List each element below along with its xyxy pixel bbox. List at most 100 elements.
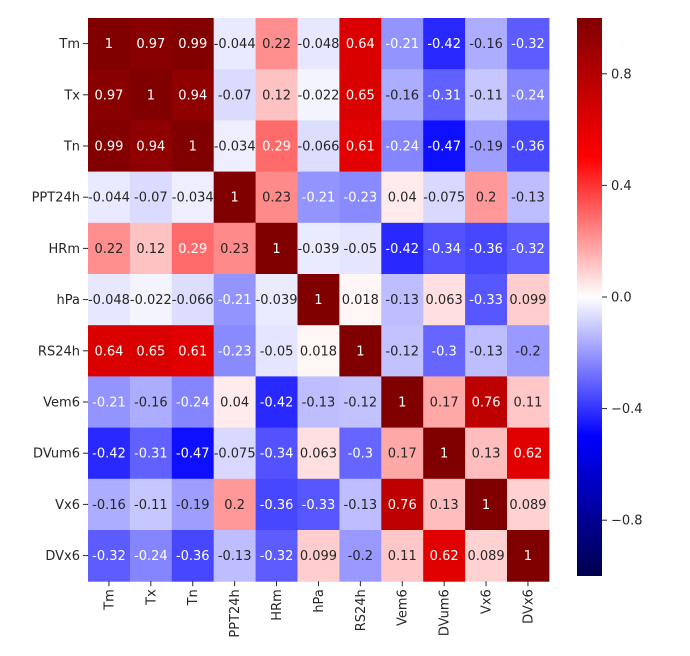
cell-value-label: 0.089 xyxy=(509,498,546,513)
heatmap-cell-RS24h-Tm xyxy=(88,325,131,377)
heatmap-cell-Tn-DVx6 xyxy=(507,120,550,173)
cell-value-label: -0.36 xyxy=(260,498,294,513)
cell-value-label: -0.075 xyxy=(214,447,256,462)
cell-value-label: 0.29 xyxy=(262,140,291,155)
heatmap-cell-RS24h-Vx6 xyxy=(465,325,508,377)
heatmap-cell-PPT24h-PPT24h xyxy=(213,171,257,224)
heatmap-cell-PPT24h-DVum6 xyxy=(423,171,466,224)
heatmap-cell-DVum6-Tx xyxy=(129,427,173,480)
cell-value-label: -0.13 xyxy=(469,344,503,359)
cell-value-label: -0.24 xyxy=(385,140,419,155)
heatmap-cell-Tn-DVum6 xyxy=(423,120,466,173)
cell-value-label: -0.24 xyxy=(134,549,168,564)
colorbar-ticks: 0.8 0.4 0.0 −0.4 −0.8 xyxy=(602,67,643,529)
cell-value-label: -0.075 xyxy=(423,191,465,206)
heatmap-cell-Tx-Tm xyxy=(88,69,131,121)
cell-value-label: -0.2 xyxy=(515,344,540,359)
heatmap-cell-DVum6-PPT24h xyxy=(213,427,257,480)
y-tick-label-DVum6: DVum6 xyxy=(33,447,80,462)
cell-value-label: -0.23 xyxy=(218,344,252,359)
cell-value-label: 1 xyxy=(314,293,322,308)
cell-value-label: -0.47 xyxy=(176,447,210,462)
heatmap-cell-Tn-Tm xyxy=(88,120,131,173)
heatmap-cell-RS24h-Tn xyxy=(171,325,215,377)
heatmap-cell-HRm-PPT24h xyxy=(213,222,257,275)
cell-value-label: 0.97 xyxy=(94,88,123,103)
heatmap-cell-Tm-Tn xyxy=(171,18,215,70)
heatmap-cell-RS24h-DVum6 xyxy=(423,325,466,377)
heatmap-cell-Vem6-hPa xyxy=(297,376,340,429)
cell-value-label: -0.16 xyxy=(134,396,168,411)
heatmap-cell-RS24h-HRm xyxy=(255,325,298,377)
heatmap-cell-DVum6-HRm xyxy=(255,427,298,480)
heatmap-cells xyxy=(88,18,550,582)
cell-value-label: -0.36 xyxy=(176,549,210,564)
cell-value-label: -0.32 xyxy=(260,549,294,564)
heatmap-cell-HRm-Vem6 xyxy=(381,222,424,275)
cell-value-label: 0.99 xyxy=(178,37,207,52)
heatmap-cell-Tx-PPT24h xyxy=(213,69,257,121)
cell-value-label: -0.12 xyxy=(344,396,378,411)
cell-value-label: -0.32 xyxy=(511,242,545,257)
cell-value-label: -0.33 xyxy=(469,293,503,308)
cell-value-label: -0.11 xyxy=(469,88,503,103)
heatmap-cell-DVum6-RS24h xyxy=(339,427,382,480)
heatmap-cell-hPa-Vx6 xyxy=(465,274,508,326)
heatmap-cell-hPa-PPT24h xyxy=(213,274,257,326)
cell-value-label: 0.62 xyxy=(430,549,459,564)
heatmap-cell-Tx-hPa xyxy=(297,69,340,121)
cell-value-label: 0.65 xyxy=(136,344,165,359)
cell-value-label: -0.42 xyxy=(427,37,461,52)
heatmap-cell-DVum6-Vx6 xyxy=(465,427,508,480)
heatmap-cell-DVx6-Tm xyxy=(88,530,131,582)
heatmap-cell-DVx6-Tx xyxy=(129,530,173,582)
heatmap-cell-Tx-HRm xyxy=(255,69,298,121)
heatmap-cell-Tm-DVx6 xyxy=(507,18,550,70)
heatmap-cell-RS24h-hPa xyxy=(297,325,340,377)
heatmap-cell-Tn-RS24h xyxy=(339,120,382,173)
cell-value-label: 0.11 xyxy=(388,549,417,564)
y-tick-label-Tn: Tn xyxy=(63,140,80,155)
heatmap-cell-hPa-hPa xyxy=(297,274,340,326)
cell-value-label: 0.61 xyxy=(178,344,207,359)
heatmap-cell-DVx6-DVx6 xyxy=(507,530,550,582)
y-tick-label-PPT24h: PPT24h xyxy=(32,191,80,206)
heatmap-cell-Tn-Vx6 xyxy=(465,120,508,173)
heatmap-cell-PPT24h-HRm xyxy=(255,171,298,224)
colorbar-gradient xyxy=(577,18,602,576)
x-tick-label-Tm: Tm xyxy=(102,589,117,611)
x-tick-label-PPT24h: PPT24h xyxy=(228,589,243,637)
cell-value-label: -0.31 xyxy=(427,88,461,103)
cell-value-label: 0.089 xyxy=(467,549,504,564)
cell-value-label: -0.16 xyxy=(385,88,419,103)
cell-value-label: 0.94 xyxy=(136,140,165,155)
cell-value-label: -0.066 xyxy=(297,140,339,155)
cell-value-label: 0.76 xyxy=(472,396,501,411)
heatmap-cell-DVx6-Tn xyxy=(171,530,215,582)
heatmap-cell-DVum6-hPa xyxy=(297,427,340,480)
cell-value-label: -0.2 xyxy=(348,549,373,564)
heatmap-cell-DVx6-Vem6 xyxy=(381,530,424,582)
cell-value-label: -0.42 xyxy=(260,396,294,411)
cell-value-label: 0.2 xyxy=(476,191,497,206)
heatmap-cell-Vx6-Tm xyxy=(88,478,131,531)
heatmap-cell-Tx-Vx6 xyxy=(465,69,508,121)
heatmap-cell-Vx6-Tx xyxy=(129,478,173,531)
cell-value-label: -0.07 xyxy=(134,191,168,206)
heatmap-cell-Tx-DVum6 xyxy=(423,69,466,121)
heatmap-cell-Tn-Tx xyxy=(129,120,173,173)
cell-value-label: 1 xyxy=(231,191,239,206)
heatmap-cell-PPT24h-DVx6 xyxy=(507,171,550,224)
heatmap-cell-PPT24h-Tn xyxy=(171,171,215,224)
cell-value-label: -0.13 xyxy=(344,498,378,513)
cell-value-label: -0.34 xyxy=(427,242,461,257)
cell-value-label: 0.12 xyxy=(136,242,165,257)
heatmap-cell-Tn-Tn xyxy=(171,120,215,173)
cell-value-label: -0.13 xyxy=(385,293,419,308)
heatmap-cell-hPa-DVx6 xyxy=(507,274,550,326)
cell-value-label: -0.048 xyxy=(297,37,339,52)
heatmap-cell-Vx6-Vx6 xyxy=(465,478,508,531)
x-tick-label-hPa: hPa xyxy=(312,589,327,612)
colorbar-tick-label: 0.4 xyxy=(611,179,632,194)
